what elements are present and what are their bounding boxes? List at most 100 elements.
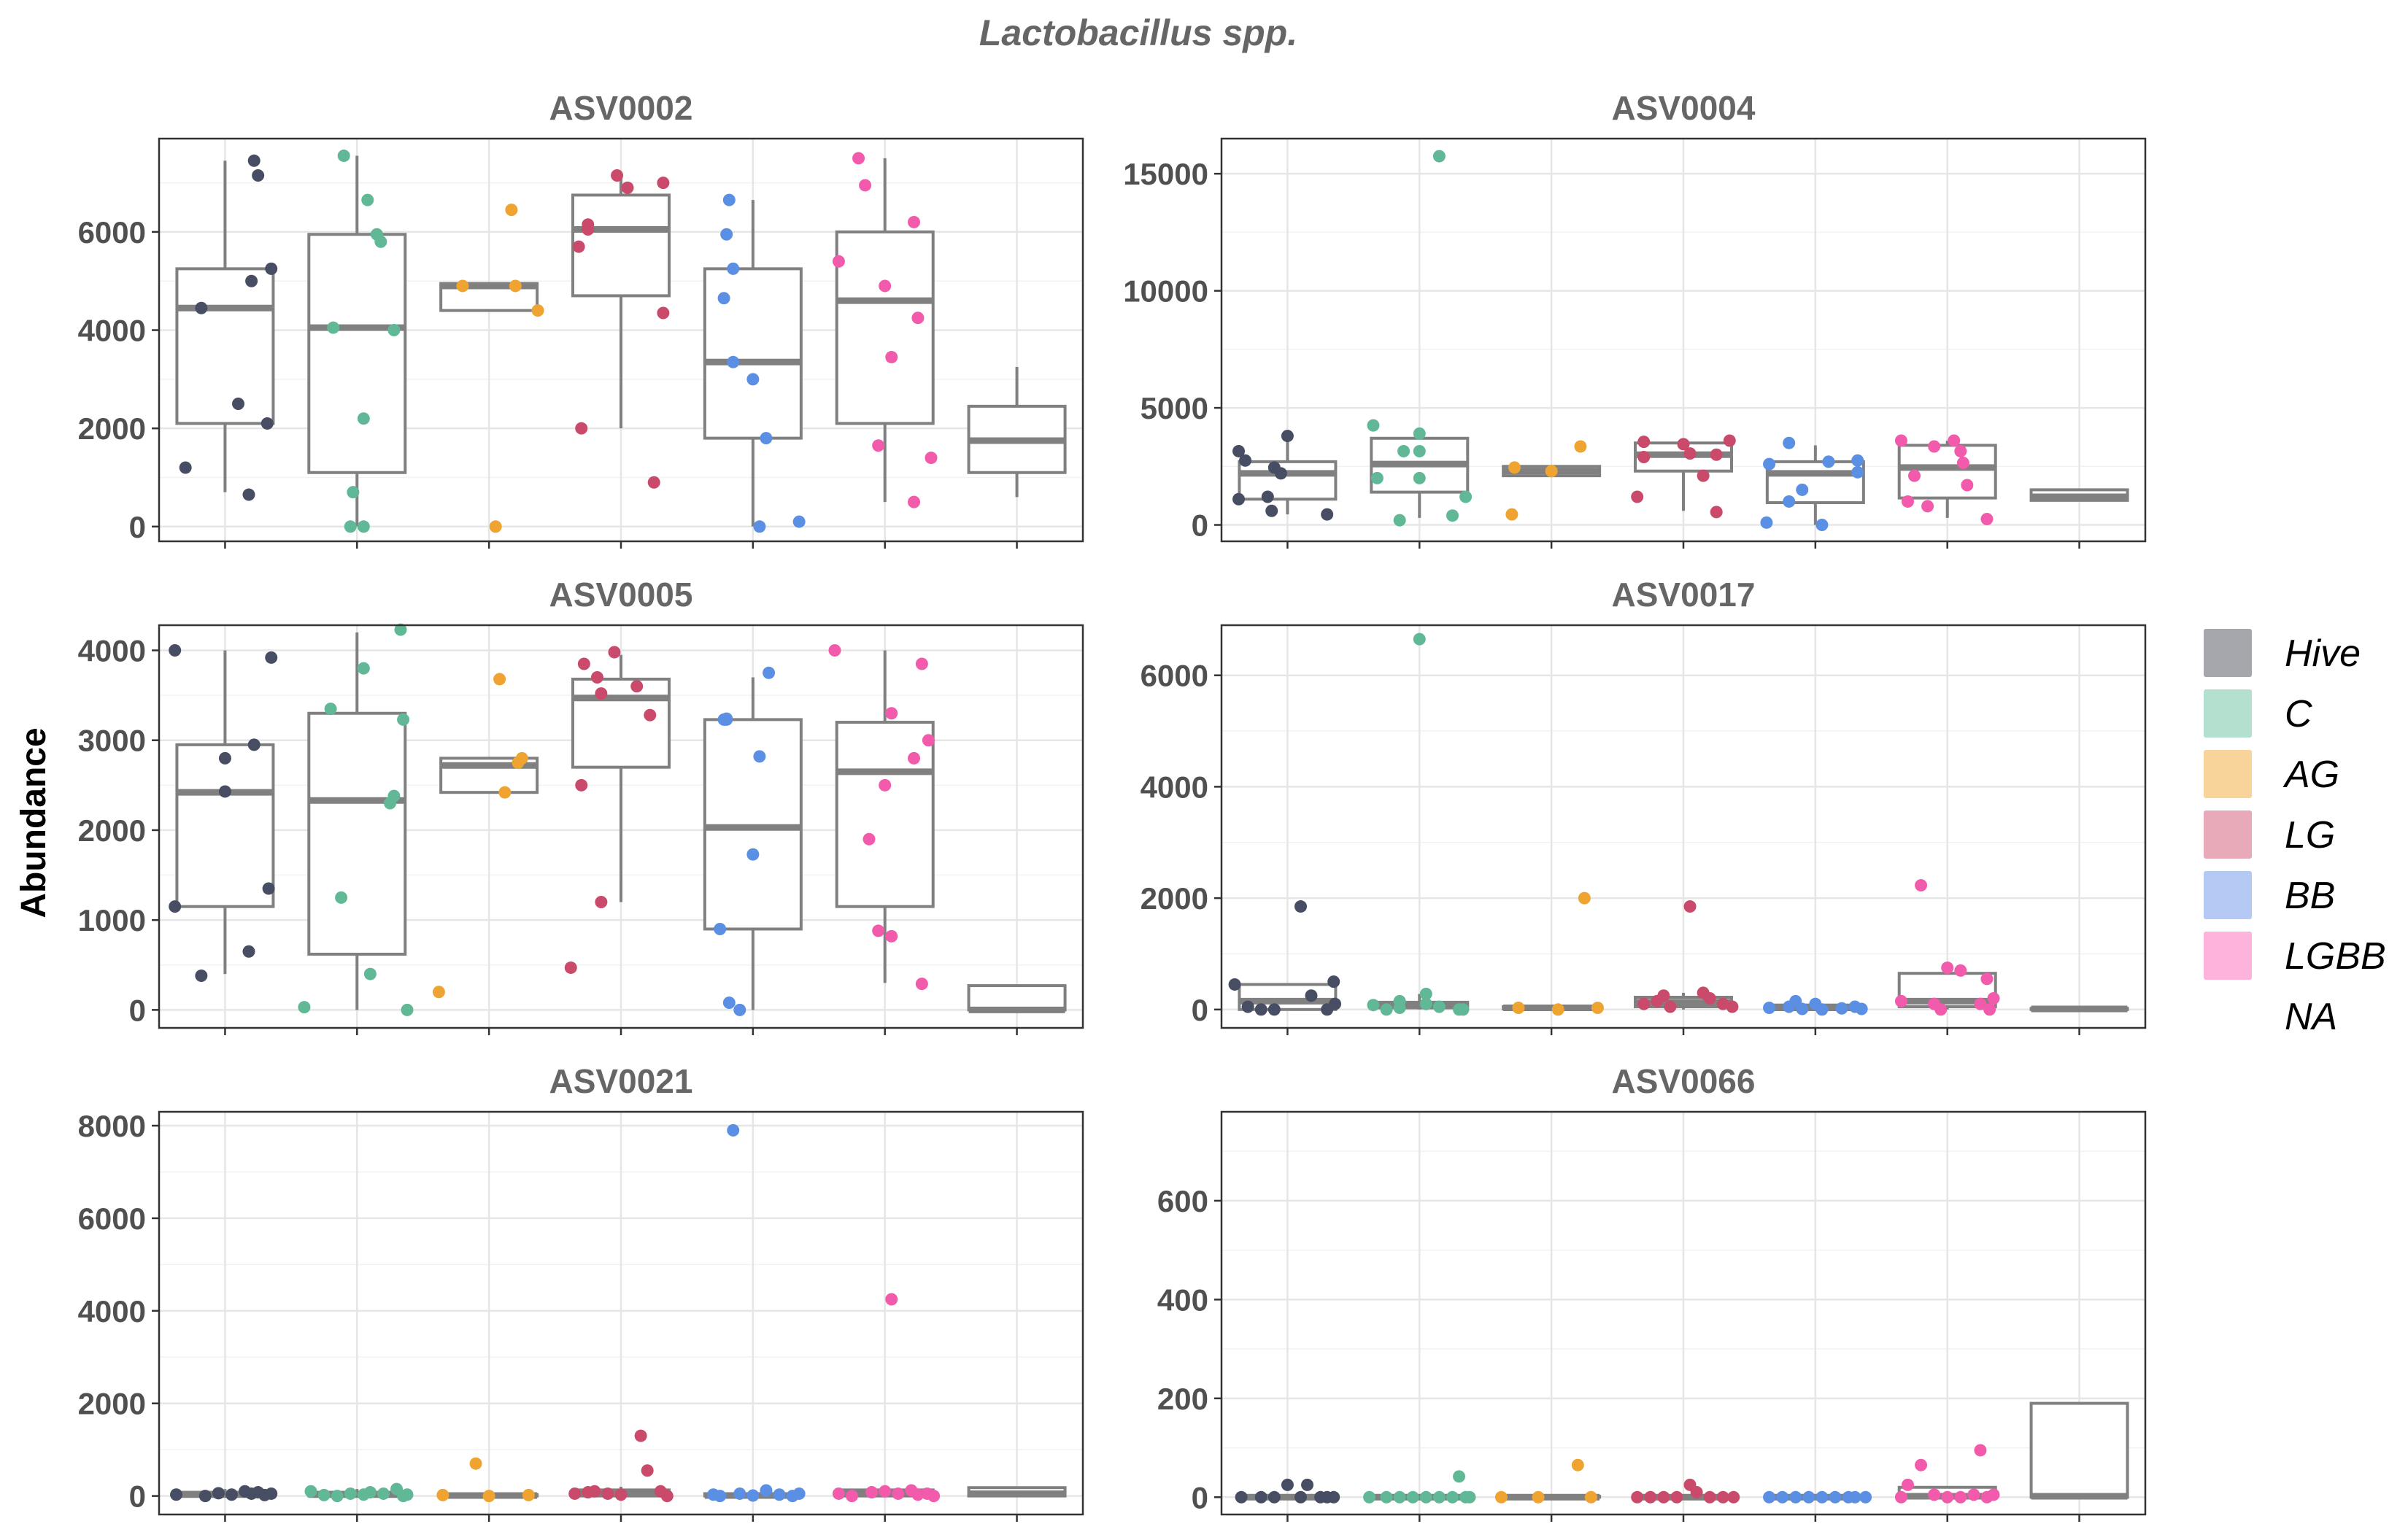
data-point (493, 673, 506, 686)
panel-border (158, 1110, 1084, 1516)
data-point (1393, 1490, 1406, 1504)
box-iqr (307, 711, 407, 956)
box-hive (175, 160, 275, 492)
panel-border (158, 137, 1084, 543)
data-point (1261, 490, 1274, 503)
data-point (1677, 438, 1690, 451)
legend-label: LG (2285, 814, 2335, 856)
panel-border (158, 624, 1084, 1029)
data-point (1406, 1490, 1419, 1504)
data-point (1983, 1003, 1996, 1016)
data-point (1459, 490, 1473, 503)
data-point (1267, 1490, 1281, 1504)
data-point (1397, 444, 1411, 457)
data-point (753, 520, 766, 533)
data-point (509, 279, 522, 293)
box-bb (1765, 445, 1865, 525)
data-point (1413, 471, 1426, 484)
data-point (1980, 513, 1994, 526)
data-point (1327, 1490, 1340, 1504)
data-point (361, 193, 374, 206)
data-point (1241, 1000, 1254, 1013)
box-iqr (835, 230, 935, 425)
data-point (1961, 479, 1974, 492)
data-point (872, 924, 885, 937)
legend-item-hive: Hive (2204, 629, 2361, 677)
facet-panels: ASV00020200040006000ASV00040500010000150… (78, 89, 2147, 1522)
legend-item-na: NA (2285, 996, 2337, 1038)
data-point (1670, 1490, 1683, 1504)
legend-item-bb: BB (2204, 871, 2335, 919)
y-tick-label: 0 (1192, 1480, 1208, 1514)
data-point (892, 1487, 905, 1500)
chart-title: Lactobacillus spp. (979, 12, 1297, 53)
data-point (1763, 1490, 1776, 1504)
legend-key (2204, 750, 2252, 798)
data-point (1363, 1490, 1376, 1504)
data-point (1305, 989, 1318, 1002)
y-tick-label: 10000 (1123, 274, 1208, 309)
panel-asv0002: ASV0002 0 2000 4000 6000 (78, 89, 1084, 549)
legend-item-c: C (2204, 689, 2312, 738)
y-tick-label: 6000 (78, 215, 146, 249)
panel-asv0021: ASV0021 0 2000 4000 6000 8000 (78, 1062, 1084, 1522)
box-iqr (571, 677, 671, 769)
data-point (1419, 1490, 1432, 1504)
data-point (722, 997, 736, 1009)
data-point (304, 1485, 317, 1498)
legend-label: LGBB (2285, 935, 2386, 978)
y-tick-label: 4000 (78, 314, 146, 348)
legend-item-ag: AG (2204, 750, 2339, 798)
data-point (1301, 1478, 1314, 1491)
y-tick-label: 0 (129, 993, 146, 1027)
data-point (1901, 1478, 1914, 1491)
y-tick-label: 0 (1192, 508, 1208, 543)
panel-title: ASV0021 (549, 1062, 693, 1100)
y-tick-label: 0 (129, 1479, 146, 1514)
data-point (572, 240, 585, 253)
box-bb (703, 677, 803, 1010)
box-na (967, 1486, 1067, 1498)
panel-asv0017: ASV0017 0 2000 4000 6000 (1141, 576, 2147, 1035)
data-point (1329, 997, 1342, 1010)
data-point (387, 789, 401, 802)
box-iqr (967, 984, 1067, 1012)
data-point (568, 1487, 582, 1500)
data-point (1908, 469, 1921, 482)
box-iqr (1765, 460, 1865, 505)
data-point (1294, 1490, 1308, 1504)
data-point (1901, 495, 1914, 508)
data-point (911, 1488, 925, 1501)
data-point (1987, 1488, 2000, 1501)
legend-label: Hive (2285, 632, 2361, 675)
data-point (927, 1490, 941, 1503)
data-point (746, 848, 760, 861)
data-point (195, 970, 208, 983)
data-point (908, 215, 921, 228)
legend-item-lgbb: LGBB (2204, 932, 2386, 980)
data-point (298, 1001, 311, 1014)
data-point (1796, 483, 1809, 496)
data-point (498, 786, 512, 799)
box-na (2029, 1401, 2129, 1500)
data-point (922, 734, 935, 747)
data-point (252, 169, 265, 182)
data-point (170, 1488, 183, 1501)
data-point (1723, 434, 1736, 447)
data-point (660, 1490, 674, 1503)
data-point (1710, 506, 1723, 519)
data-point (1851, 454, 1864, 467)
data-point (727, 355, 740, 368)
data-point (1710, 448, 1723, 461)
data-point (1432, 1000, 1446, 1013)
data-point (1815, 519, 1829, 532)
data-point (595, 896, 608, 908)
data-point (1815, 1490, 1829, 1504)
y-tick-label: 600 (1157, 1184, 1208, 1218)
data-point (242, 945, 255, 958)
box-hive (1238, 983, 1338, 1011)
data-point (1265, 504, 1278, 517)
data-point (1281, 430, 1294, 443)
data-point (1254, 1490, 1267, 1504)
